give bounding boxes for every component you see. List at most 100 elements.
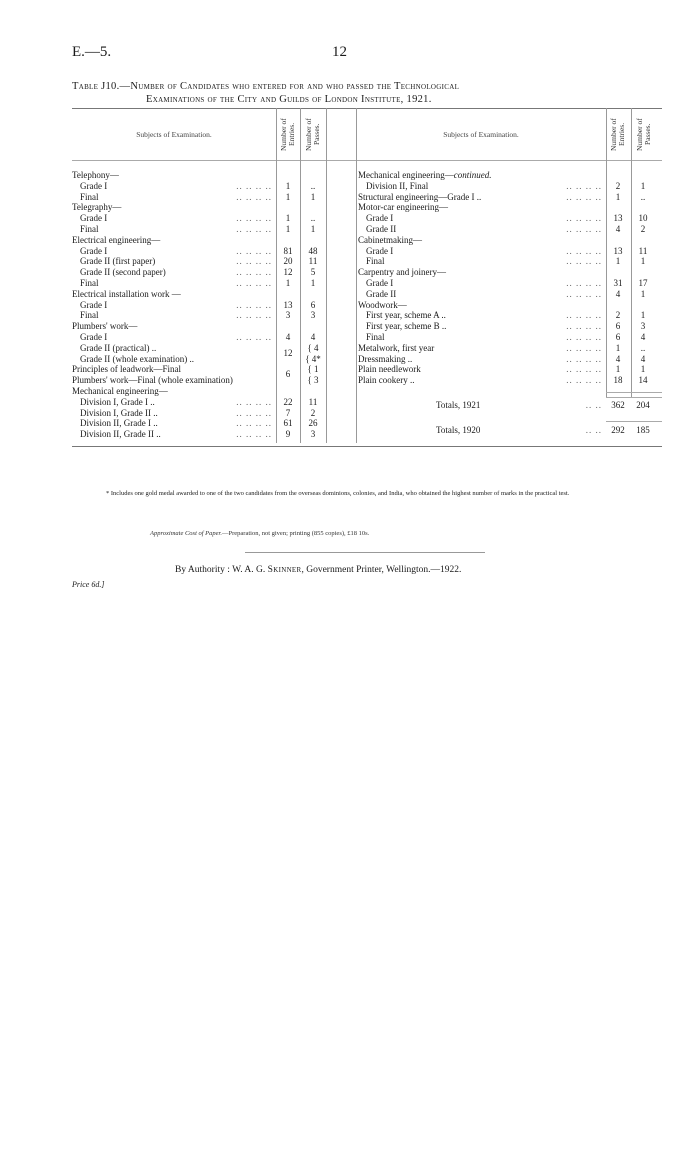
row-subject-cell: Structural engineering—Grade I .. .. .. .… [358, 192, 602, 203]
leader-dots: .. .. .. .. [566, 213, 602, 224]
leader-dots: .. .. .. .. [566, 245, 602, 256]
imprint: By Authority : W. A. G. Skinner, Governm… [175, 565, 461, 575]
row-label: Grade I [80, 213, 108, 224]
totals-rule [606, 421, 662, 422]
table-row: Grade II .. .. .. .. 4 2 [358, 224, 662, 235]
passes-cell: { 3 [307, 375, 319, 386]
table-row: Division II, Grade I .. .. .. .. .. 61 26 [72, 418, 328, 429]
row-label: Electrical installation work — [72, 288, 181, 299]
table-row: Grade I .. .. .. .. 1.. [72, 181, 328, 192]
entries-cell: 4 [615, 288, 621, 299]
totals-row: Totals, 1920 .. .. 292 185 [358, 425, 662, 450]
row-label: Final [80, 191, 99, 202]
row-subject-cell: First year, scheme A .. .. .. .. .. [358, 310, 602, 321]
row-subject-cell: Division I, Grade II .. .. .. .. .. [72, 408, 272, 419]
entries-cell: 6 [285, 369, 291, 380]
row-label: Carpentry and joinery— [358, 267, 446, 278]
table-row: Woodwork— [358, 300, 662, 311]
row-label: Telegraphy— [72, 202, 122, 213]
leader-dots: .. .. .. .. [236, 223, 272, 234]
row-label: Grade II [366, 223, 397, 234]
leader-dots: .. .. .. .. [236, 277, 272, 288]
row-label: Grade II (first paper) [80, 256, 156, 267]
row-subject-cell: Grade I .. .. .. .. [72, 300, 272, 311]
passes-cell: 3 [310, 429, 316, 440]
row-label: Grade I [80, 245, 108, 256]
leader-dots: .. .. .. .. [566, 342, 602, 353]
entries-cell: 3 [285, 310, 291, 321]
row-label: Cabinetmaking— [358, 234, 422, 245]
table-row: Dressmaking .. .. .. .. .. 4 4 [358, 354, 662, 365]
entries-cell: 2 [615, 180, 621, 191]
leader-dots: .. .. .. .. [566, 353, 602, 364]
entries-cell: 18 [613, 375, 623, 386]
imprint-rule [245, 552, 485, 553]
passes-cell: 1 [310, 277, 316, 288]
totals-subject-cell: Totals, 1921 .. .. [358, 400, 602, 411]
row-subject-cell: Mechanical engineering— continued. [358, 170, 602, 181]
row-label: Grade II [366, 288, 397, 299]
leader-dots: .. .. .. .. [236, 429, 272, 440]
entries-cell: 1 [615, 364, 621, 375]
cost-text: —Preparation, not given; printing (855 c… [221, 530, 370, 537]
table-row: Cabinetmaking— [358, 235, 662, 246]
totals-passes: 185 [636, 425, 650, 435]
entries-cell: 4 [615, 223, 621, 234]
leader-dots: .. .. .. .. [566, 223, 602, 234]
entries-cell: 7 [285, 407, 291, 418]
entries-cell: 81 [283, 245, 293, 256]
column-divider [276, 108, 277, 443]
row-label: Plain cookery .. [358, 375, 415, 386]
leader-dots: .. .. .. .. [236, 299, 272, 310]
row-subject-cell: Final .. .. .. .. [72, 310, 272, 321]
entries-cell: 1 [285, 213, 291, 224]
table-row: Final .. .. .. .. 1 1 [72, 278, 328, 289]
entries-cell: 31 [613, 277, 623, 288]
row-label: Motor-car engineering— [358, 202, 449, 213]
row-subject-cell: Grade II .. .. .. .. [358, 224, 602, 235]
leader-dots: .. .. .. .. [236, 396, 272, 407]
row-label: First year, scheme B .. [366, 321, 447, 332]
totals-row: Totals, 1921 .. .. 362 204 [358, 400, 662, 425]
passes-cell: 5 [310, 267, 316, 278]
leader-dots: .. .. .. .. [566, 256, 602, 267]
totals-label: Totals, 1920 [436, 425, 481, 435]
totals-rule [606, 397, 662, 398]
leader-dots: .. .. [585, 400, 602, 410]
row-subject-cell: Plumbers' work—Final (whole examination) [72, 375, 272, 386]
row-subject-cell: Grade I .. .. .. .. [72, 181, 272, 192]
table-row: Grade I .. .. .. .. 31 17 [358, 278, 662, 289]
passes-cell: 4 [640, 353, 646, 364]
table-row: Mechanical engineering— continued. [358, 170, 662, 181]
right-table-body: Mechanical engineering— continued. Divisio… [358, 170, 662, 386]
table-row: Final .. .. .. .. 1 1 [72, 192, 328, 203]
table-row: Final .. .. .. .. 6 4 [358, 332, 662, 343]
row-subject-cell: Division II, Grade II .. .. .. .. .. [72, 429, 272, 440]
row-subject-cell: Final .. .. .. .. [72, 224, 272, 235]
row-subject-cell: Division I, Grade I .. .. .. .. .. [72, 397, 272, 408]
row-subject-cell: Grade II (first paper) .. .. .. .. [72, 256, 272, 267]
table-row: Electrical installation work — [72, 289, 328, 300]
entries-cell: 1 [615, 342, 621, 353]
table-title-line1: Table J10.—Number of Candidates who ente… [72, 81, 460, 92]
row-subject-cell: Dressmaking .. .. .. .. .. [358, 354, 602, 365]
row-subject-cell: Grade II (practical) .. [72, 343, 272, 354]
row-label: Final [366, 331, 385, 342]
leader-dots: .. .. .. .. [236, 191, 272, 202]
passes-cell: 1 [640, 364, 646, 375]
row-label-suffix: continued. [453, 170, 492, 180]
entries-cell: 1 [615, 256, 621, 267]
entries-cell: 4 [615, 353, 621, 364]
leader-dots: .. .. .. .. [566, 288, 602, 299]
row-label: Grade II (second paper) [80, 267, 166, 278]
entries-cell: 12 [283, 347, 293, 358]
imprint-prefix: By Authority : W. A. G. [175, 565, 268, 575]
passes-cell: 3 [640, 321, 646, 332]
leader-dots: .. .. [585, 425, 602, 435]
column-header-passes: Number of Passes. [304, 118, 321, 151]
passes-cell: 2 [640, 223, 646, 234]
totals-label: Totals, 1921 [436, 400, 481, 410]
row-label: Mechanical engineering— [358, 170, 454, 180]
entries-cell: 20 [283, 256, 293, 267]
passes-cell: .. [640, 191, 646, 202]
